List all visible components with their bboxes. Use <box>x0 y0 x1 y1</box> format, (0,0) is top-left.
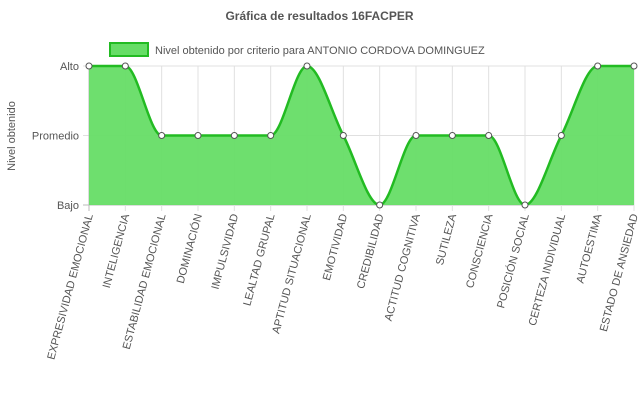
data-point[interactable] <box>86 63 92 69</box>
data-point[interactable] <box>231 133 237 139</box>
data-point[interactable] <box>413 133 419 139</box>
x-tick-label: EMOTIVIDAD <box>321 213 350 282</box>
data-point[interactable] <box>159 133 165 139</box>
data-point[interactable] <box>486 133 492 139</box>
data-point[interactable] <box>122 63 128 69</box>
data-point[interactable] <box>595 63 601 69</box>
x-tick-label: ESTABILIDAD EMOCIONAL <box>121 213 169 351</box>
y-tick-label: Bajo <box>57 200 79 212</box>
data-point[interactable] <box>304 63 310 69</box>
y-tick-labels: Bajo Promedio Alto <box>32 61 79 212</box>
x-tick-label: LEALTAD GRUPAL <box>241 213 277 308</box>
x-tick-label: ESTADO DE ANSIEDAD <box>598 213 639 333</box>
x-tick-label: POSICIÓN SOCIAL <box>494 212 532 309</box>
y-tick-label: Alto <box>60 61 79 73</box>
data-point[interactable] <box>449 133 455 139</box>
data-point[interactable] <box>377 202 383 208</box>
x-tick-label: EXPRESIVIDAD EMOCIONAL <box>45 213 96 361</box>
x-tick-label: SUTILEZA <box>434 212 459 267</box>
x-tick-label: INTELIGENCIA <box>101 212 133 290</box>
legend-swatch <box>110 43 148 56</box>
x-tick-label: CREDIBILIDAD <box>355 213 387 291</box>
x-tick-label: CERTEZA INDIVIDUAL <box>527 213 568 328</box>
x-tick-labels: EXPRESIVIDAD EMOCIONAL INTELIGENCIAESTABI… <box>45 212 639 361</box>
x-tick-label: DOMINACIÓN <box>174 212 205 284</box>
data-point[interactable] <box>558 133 564 139</box>
legend-label: Nivel obtenido por criterio para ANTONIO… <box>155 45 485 57</box>
data-point[interactable] <box>522 202 528 208</box>
x-tick-label: CONSCIENCIA <box>464 212 496 290</box>
data-point[interactable] <box>268 133 274 139</box>
data-point[interactable] <box>195 133 201 139</box>
y-tick-label: Promedio <box>32 131 79 143</box>
x-tick-label: IMPULSIVIDAD <box>210 213 242 291</box>
x-tick-label: AUTOESTIMA <box>575 212 605 285</box>
data-point[interactable] <box>340 133 346 139</box>
data-point[interactable] <box>631 63 637 69</box>
x-tick-label: APTITUD SITUACIONAL <box>270 213 314 335</box>
x-tick-label: ACTITUD COGNITIVA <box>383 212 423 322</box>
legend[interactable]: Nivel obtenido por criterio para ANTONIO… <box>110 43 485 57</box>
y-axis-label: Nivel obtenido <box>6 101 18 171</box>
